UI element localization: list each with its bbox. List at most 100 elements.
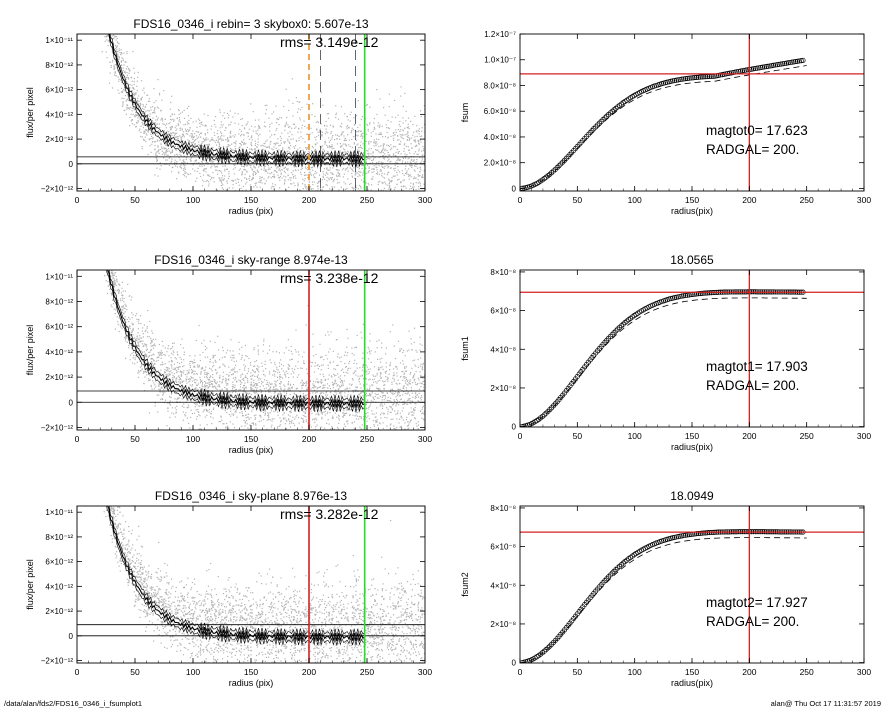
scatter-point: [335, 374, 337, 376]
scatter-point: [247, 380, 249, 382]
scatter-point: [329, 348, 331, 350]
scatter-point: [213, 177, 215, 179]
scatter-point: [390, 135, 392, 137]
scatter-point: [244, 177, 246, 179]
scatter-point: [174, 159, 176, 161]
scatter-point: [155, 153, 157, 155]
scatter-point: [423, 162, 425, 164]
scatter-point: [270, 141, 272, 143]
scatter-point: [270, 362, 272, 364]
scatter-point: [230, 356, 232, 359]
scatter-point: [298, 411, 301, 413]
scatter-point: [410, 143, 412, 145]
scatter-point: [259, 176, 261, 178]
scatter-point: [315, 152, 317, 154]
scatter-point: [321, 179, 323, 181]
scatter-point: [192, 164, 194, 166]
scatter-point: [390, 167, 392, 169]
scatter-point: [207, 114, 209, 117]
scatter-point: [395, 396, 397, 398]
scatter-point: [193, 402, 195, 404]
scatter-point: [275, 385, 277, 387]
scatter-point: [330, 428, 332, 430]
scatter-point: [154, 149, 156, 151]
scatter-point: [130, 334, 132, 336]
scatter-point: [384, 114, 386, 116]
scatter-point: [194, 389, 197, 391]
scatter-point: [218, 177, 220, 179]
scatter-point: [180, 343, 182, 346]
scatter-point: [229, 397, 231, 400]
scatter-point: [254, 371, 256, 373]
scatter-point: [373, 168, 375, 170]
scatter-point: [390, 406, 392, 408]
scatter-point: [376, 143, 378, 145]
scatter-point: [141, 353, 143, 355]
scatter-point: [288, 99, 290, 101]
scatter-point: [345, 144, 347, 146]
scatter-point: [386, 144, 388, 146]
scatter-point: [372, 176, 374, 178]
scatter-point: [235, 391, 237, 393]
scatter-point: [381, 399, 383, 401]
scatter-point: [234, 122, 236, 124]
scatter-point: [312, 383, 314, 385]
scatter-point: [261, 176, 263, 178]
scatter-point: [188, 406, 190, 408]
scatter-point: [193, 361, 195, 364]
scatter-point: [152, 133, 154, 135]
scatter-point: [389, 365, 391, 367]
scatter-point: [319, 386, 321, 388]
scatter-point: [325, 131, 327, 133]
scatter-point: [399, 395, 401, 397]
scatter-point: [289, 126, 291, 128]
scatter-point: [358, 150, 361, 152]
scatter-point: [170, 101, 172, 104]
scatter-point: [220, 170, 222, 172]
scatter-point: [423, 170, 425, 172]
scatter-point: [422, 362, 424, 364]
scatter-point: [394, 167, 396, 169]
scatter-point: [179, 166, 181, 168]
scatter-point: [356, 164, 358, 166]
scatter-point: [303, 180, 305, 182]
scatter-point: [311, 181, 313, 183]
scatter-point: [215, 401, 217, 403]
scatter-point: [343, 140, 345, 142]
scatter-point: [284, 180, 286, 182]
scatter-point: [177, 367, 179, 369]
scatter-point: [157, 117, 159, 119]
scatter-point: [372, 396, 374, 398]
scatter-point: [200, 132, 202, 134]
scatter-point: [145, 370, 147, 372]
scatter-point: [138, 103, 140, 105]
scatter-point: [257, 138, 259, 140]
scatter-point: [270, 177, 272, 179]
scatter-point: [183, 136, 185, 138]
scatter-point: [126, 72, 128, 74]
scatter-point: [321, 134, 323, 136]
scatter-point: [207, 138, 209, 140]
scatter-point: [393, 131, 395, 133]
scatter-point: [192, 168, 194, 170]
scatter-point: [123, 82, 125, 84]
scatter-point: [233, 361, 235, 363]
scatter-point: [269, 359, 271, 361]
scatter-point: [372, 130, 374, 132]
scatter-point: [253, 170, 255, 172]
scatter-point: [348, 144, 350, 146]
scatter-point: [250, 389, 252, 391]
scatter-point: [200, 152, 202, 154]
scatter-point: [349, 183, 351, 185]
scatter-point: [392, 375, 394, 377]
scatter-point: [223, 356, 225, 358]
scatter-point: [192, 146, 194, 148]
scatter-point: [203, 139, 205, 141]
scatter-point: [390, 121, 392, 123]
scatter-point: [265, 140, 267, 143]
scatter-point: [422, 405, 424, 407]
scatter-point: [205, 349, 207, 351]
scatter-point: [272, 152, 274, 154]
scatter-point: [204, 380, 206, 383]
scatter-point: [212, 156, 214, 159]
